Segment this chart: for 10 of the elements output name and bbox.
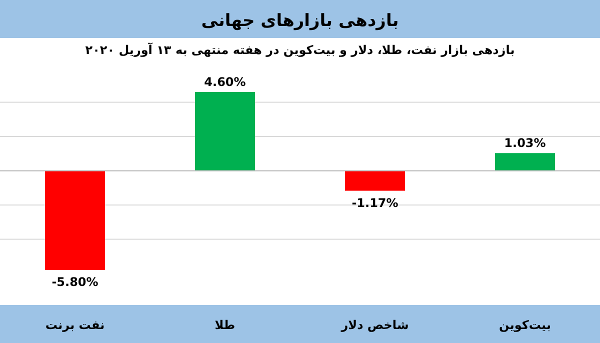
x-tick-label: شاخص دلار bbox=[340, 318, 409, 332]
data-label: -5.80% bbox=[52, 275, 98, 289]
x-tick-label: طلا bbox=[214, 318, 236, 332]
x-tick-label: نفت برنت bbox=[45, 318, 105, 332]
chart-subtitle: بازدهی بازار نفت، طلا، دلار و بیت‌کوین در هفته منتهی به ۱۳ آوریل ۲۰۲۰ bbox=[85, 42, 515, 57]
x-tick-label: بیت‌کوین bbox=[499, 318, 551, 332]
chart-title: بازدهی بازارهای جهانی bbox=[201, 11, 399, 31]
data-label: -1.17% bbox=[352, 196, 398, 210]
data-label: 1.03% bbox=[504, 136, 546, 150]
data-label: 4.60% bbox=[204, 75, 246, 89]
